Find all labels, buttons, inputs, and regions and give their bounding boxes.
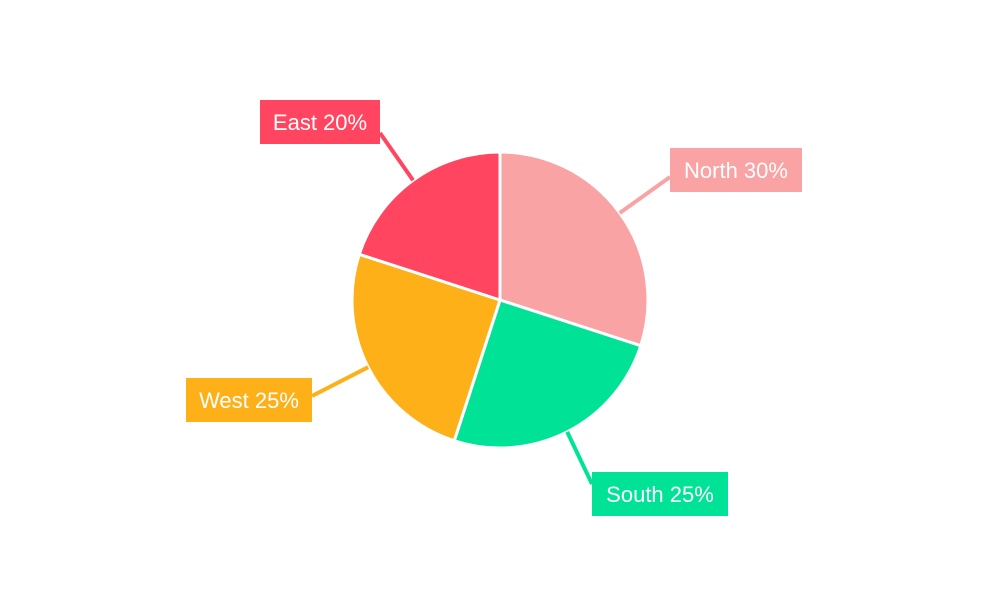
- data-label-south: South 25%: [606, 482, 714, 507]
- data-label-west: West 25%: [199, 388, 299, 413]
- data-label-north: North 30%: [684, 158, 788, 183]
- data-label-box-east: [260, 100, 380, 144]
- data-label-box-north: [670, 148, 802, 192]
- pie-slice-east[interactable]: [357, 150, 502, 303]
- leader-line-west: [311, 365, 370, 398]
- leader-line-south: [565, 431, 594, 485]
- pie-slice-south[interactable]: [452, 298, 643, 450]
- pie-slice-north[interactable]: [498, 150, 650, 348]
- data-label-east: East 20%: [273, 110, 367, 135]
- leader-line-north: [618, 175, 672, 215]
- pie-slice-west[interactable]: [350, 252, 502, 443]
- leader-line-east: [378, 131, 415, 182]
- data-label-box-west: [186, 378, 312, 422]
- data-label-box-south: [592, 472, 728, 516]
